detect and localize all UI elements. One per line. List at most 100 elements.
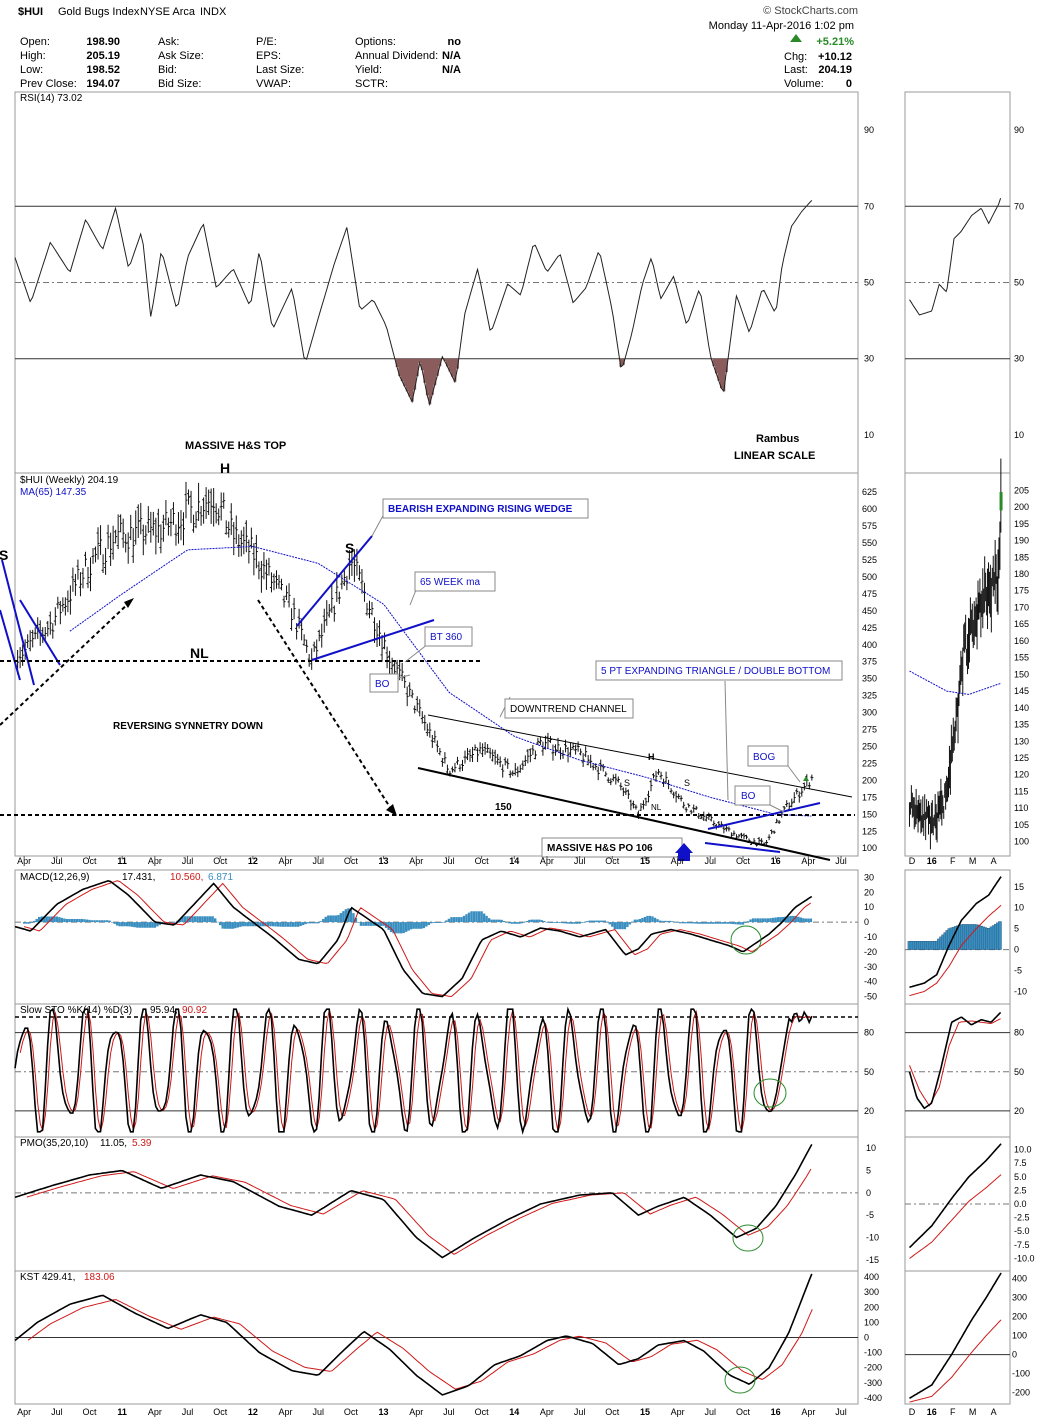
bo1-callout: BO	[375, 679, 390, 690]
macd-hist-bar	[719, 922, 722, 924]
macd-hist-bar	[643, 916, 647, 923]
macd-tick: 30	[864, 872, 874, 882]
macd-hist-bar	[422, 922, 425, 929]
macd-hist-bar	[663, 920, 667, 923]
macd-label: MACD(12,26,9)	[20, 872, 89, 883]
macd-hist-bar	[289, 922, 292, 927]
kst-tick: -400	[864, 1393, 882, 1403]
head-label: H	[220, 460, 230, 476]
macd-hist-bar	[528, 919, 531, 923]
macd-tick: -30	[864, 962, 877, 972]
macd-hist-bar	[33, 920, 36, 923]
macd-hist-bar	[229, 922, 232, 929]
pmo-tick-right: 7.5	[1014, 1158, 1027, 1168]
macd-hist-bar	[246, 922, 250, 927]
macd-hist-bar	[291, 922, 295, 927]
x-tick: Apr	[148, 1407, 162, 1417]
macd-hist-bar	[203, 916, 207, 923]
callout-line-bo1	[397, 674, 411, 679]
macd-hist-bar	[45, 916, 48, 923]
kst-signal-value: 183.06	[84, 1272, 115, 1283]
macd-hist-bar	[766, 918, 770, 923]
price-tick-right: 190	[1014, 536, 1029, 546]
kst-circle	[724, 1366, 756, 1394]
axis-ticks: 9070503010907050301062560057555052550047…	[862, 125, 1035, 1403]
macd-hist-bar	[30, 922, 33, 923]
x-tick-right: 16	[927, 856, 937, 866]
x-axis: Apr Apr Jul Jul Oct Oct 11 11 Apr Apr Jul Jul Oct Oct…	[17, 856, 997, 1417]
macd-hist-bar	[339, 913, 343, 923]
macd-hist-bar	[387, 922, 390, 930]
mini-head-label: H	[648, 752, 655, 762]
price-tick: 225	[862, 758, 877, 768]
macd-hist-bar	[671, 921, 674, 923]
macd-hist-bar	[621, 922, 624, 930]
macd-hist-bar	[709, 922, 712, 924]
kst-tick: 0	[864, 1333, 869, 1343]
rsi-oversold-bar	[408, 358, 412, 397]
macd-hist-bar	[543, 921, 546, 923]
macd-hist-bar	[797, 916, 800, 923]
macd-hist-bar	[598, 920, 601, 923]
price-tick-right: 200	[1014, 502, 1029, 512]
macd-hist-bar	[751, 918, 755, 923]
wedge-left-line-c	[19, 599, 61, 666]
macd-hist-bar	[319, 921, 322, 923]
macd-hist-bar	[759, 918, 762, 923]
rsi-oversold-bar	[619, 358, 623, 367]
triangle-callout-box	[595, 660, 843, 681]
macd-hist-bar	[776, 917, 780, 923]
macd-hist-bar	[555, 922, 559, 923]
kst-tick-right: -100	[1012, 1369, 1030, 1379]
pmo-tick-right: -10.0	[1014, 1253, 1035, 1263]
macd-hist-bar	[279, 922, 282, 927]
macd-hist-bar	[784, 916, 787, 923]
macd-hist-bar	[58, 917, 61, 923]
macd-tick-right: 5	[1014, 924, 1019, 934]
callout-line-bt	[404, 643, 429, 663]
macd-tick: -50	[864, 992, 877, 1002]
macd-hist-bar	[354, 917, 358, 923]
volume-value: 0	[846, 78, 852, 90]
macd-hist-bar	[802, 918, 805, 923]
channel-upper-line	[427, 714, 853, 798]
pmo-signal-line	[26, 1168, 812, 1255]
macd-hist-bar	[281, 922, 285, 927]
macd-tick-right: -10	[1014, 986, 1027, 996]
pmo-tick-right: 10.0	[1014, 1145, 1032, 1155]
macd-hist-bar	[317, 922, 320, 924]
callout-line-ma	[409, 589, 417, 606]
pmo-line	[14, 1144, 813, 1259]
x-tick: Apr	[671, 1407, 685, 1417]
macd-hist-bar	[125, 922, 129, 927]
macd-hist-bar	[108, 920, 111, 923]
macd-hist-bar	[55, 916, 59, 923]
macd-hist-bar	[123, 922, 126, 927]
quote-field-label: Ask Size:	[158, 50, 204, 62]
macd-hist-bar	[337, 915, 340, 923]
rsi-oversold-bar	[443, 358, 447, 362]
macd-hist-bar	[470, 911, 473, 923]
pmo-tick: 0	[866, 1188, 871, 1198]
bo2-callout: BO	[741, 791, 756, 802]
price-tick: 375	[862, 657, 877, 667]
x-tick: Jul	[705, 856, 717, 866]
x-tick-right: F	[950, 1407, 956, 1417]
macd-hist-bar	[611, 922, 614, 927]
blue-up-arrow-icon	[675, 843, 693, 861]
price-tick: 275	[862, 725, 877, 735]
macd-hist-bar	[465, 914, 468, 923]
mini-shoulder-left: S	[624, 778, 630, 788]
macd-hist-bar	[440, 922, 443, 923]
macd-hist-bar	[661, 920, 664, 923]
macd-hist-bar	[301, 922, 305, 926]
x-tick: Oct	[605, 856, 620, 866]
macd-hist-bar	[334, 915, 338, 923]
macd-hist-bar	[269, 922, 272, 927]
macd-hist-bar	[437, 922, 441, 923]
rsi-tick: 90	[864, 125, 874, 135]
stat-value: 198.90	[86, 36, 120, 48]
price-tick: 550	[862, 538, 877, 548]
macd-hist-bar	[613, 922, 617, 930]
quote-field-label: Ask:	[158, 36, 179, 48]
